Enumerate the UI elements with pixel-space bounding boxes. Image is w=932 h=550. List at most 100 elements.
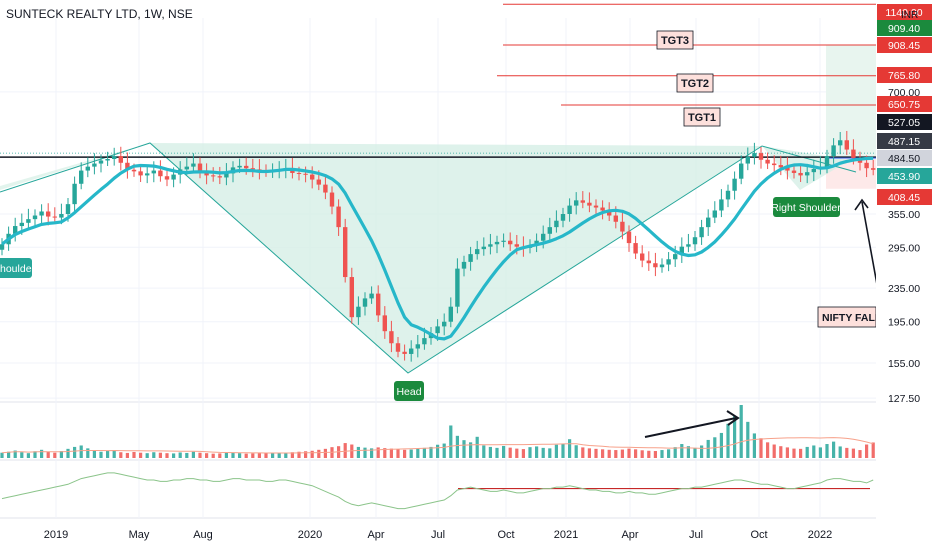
- note-arrow: [861, 201, 879, 291]
- volume-bar: [502, 445, 506, 458]
- time-tick-label: May: [129, 529, 150, 541]
- candle-body: [508, 240, 513, 245]
- volume-bar: [601, 449, 605, 458]
- volume-bar: [112, 450, 116, 458]
- candle-body: [422, 338, 427, 345]
- volume-bar: [627, 448, 631, 458]
- volume-bar: [53, 452, 57, 458]
- candle-body: [791, 170, 797, 173]
- target-zone: [826, 44, 876, 158]
- candle-body: [362, 298, 368, 307]
- head-label: Head: [396, 386, 421, 398]
- price-tick-label: 155.00: [888, 358, 920, 370]
- target-label: TGT1: [688, 112, 716, 124]
- price-badge: [877, 189, 932, 205]
- volume-bar: [442, 443, 446, 458]
- candle-body: [580, 200, 585, 203]
- moving-average: [0, 156, 874, 341]
- volume-bar: [416, 448, 420, 458]
- volume-bar: [297, 451, 301, 458]
- candle-body: [376, 293, 381, 316]
- volume-bar: [792, 448, 796, 458]
- pattern-outline: [0, 142, 857, 374]
- candle-body: [303, 173, 308, 175]
- volume-bar: [554, 444, 558, 458]
- candle-body: [395, 343, 401, 352]
- volume-bar: [310, 450, 314, 458]
- volume-bar: [508, 447, 512, 458]
- candle-body: [686, 244, 691, 247]
- volume-bar: [799, 448, 803, 458]
- candle-body: [171, 174, 176, 180]
- candle-body: [468, 254, 473, 262]
- oscillator-line: [1, 472, 874, 510]
- candle-body: [138, 171, 143, 176]
- price-badge: [877, 96, 932, 112]
- candle-body: [389, 331, 394, 344]
- currency-label: INR: [901, 10, 919, 21]
- volume-bar: [455, 435, 459, 458]
- volume-bar: [838, 446, 842, 458]
- candle-body: [316, 179, 321, 185]
- candle-body: [514, 244, 519, 247]
- candle-body: [646, 260, 651, 264]
- time-tick-label: Jul: [431, 529, 445, 541]
- candle-body: [732, 178, 737, 191]
- volume-bar: [488, 446, 492, 458]
- moving-average-line: [0, 156, 874, 341]
- volume-bar: [594, 448, 598, 458]
- candle-body: [13, 226, 18, 234]
- price-tick-label: 195.00: [888, 317, 920, 329]
- volume-bar: [165, 453, 169, 458]
- volume-bar: [548, 448, 552, 458]
- candle-body: [145, 173, 150, 176]
- volume-bar: [607, 449, 611, 458]
- candle-body: [184, 166, 189, 170]
- volume-bar: [73, 446, 77, 458]
- candle-body: [765, 159, 770, 164]
- volume-bar: [739, 405, 743, 458]
- candle-body: [237, 165, 242, 168]
- volume-bar: [323, 448, 327, 458]
- candle-body: [65, 204, 71, 214]
- volume-bar: [0, 452, 4, 458]
- candle-body: [560, 214, 566, 221]
- candle-body: [620, 221, 625, 232]
- candle-body: [310, 174, 315, 180]
- candle-body: [798, 172, 803, 176]
- volume-bar: [779, 446, 783, 458]
- volume-bar: [521, 449, 525, 458]
- price-badge-label: 453.90: [888, 171, 920, 183]
- candle-body: [805, 172, 810, 176]
- note-label: NIFTY FALL I: [822, 312, 887, 324]
- candle-body: [39, 211, 44, 216]
- candle-body: [211, 175, 216, 177]
- volume-bar: [92, 450, 96, 458]
- candle-body: [105, 159, 110, 161]
- volume-bar: [59, 451, 63, 458]
- target-label-box: [656, 30, 694, 50]
- candle-body: [118, 156, 123, 163]
- volume-bar: [257, 453, 261, 458]
- head-badge: [394, 381, 424, 401]
- candle-body: [567, 205, 572, 214]
- volume-bar: [284, 452, 288, 458]
- volume-bar: [376, 447, 380, 458]
- volume-bar: [634, 449, 638, 458]
- candle-body: [98, 160, 104, 164]
- candle-body: [250, 168, 255, 170]
- volume-bar: [561, 443, 565, 458]
- candle-body: [712, 210, 717, 218]
- volume-bar: [317, 449, 321, 458]
- volume-bar: [845, 447, 849, 458]
- candle-body: [382, 315, 387, 332]
- candle-body: [26, 219, 31, 223]
- volume-bar: [693, 447, 697, 458]
- volume-bar: [172, 453, 176, 458]
- candle-body: [329, 192, 335, 207]
- time-tick-label: Jul: [689, 529, 703, 541]
- candle-body: [501, 240, 506, 242]
- candle-body: [587, 202, 592, 206]
- time-tick-label: Apr: [367, 529, 384, 541]
